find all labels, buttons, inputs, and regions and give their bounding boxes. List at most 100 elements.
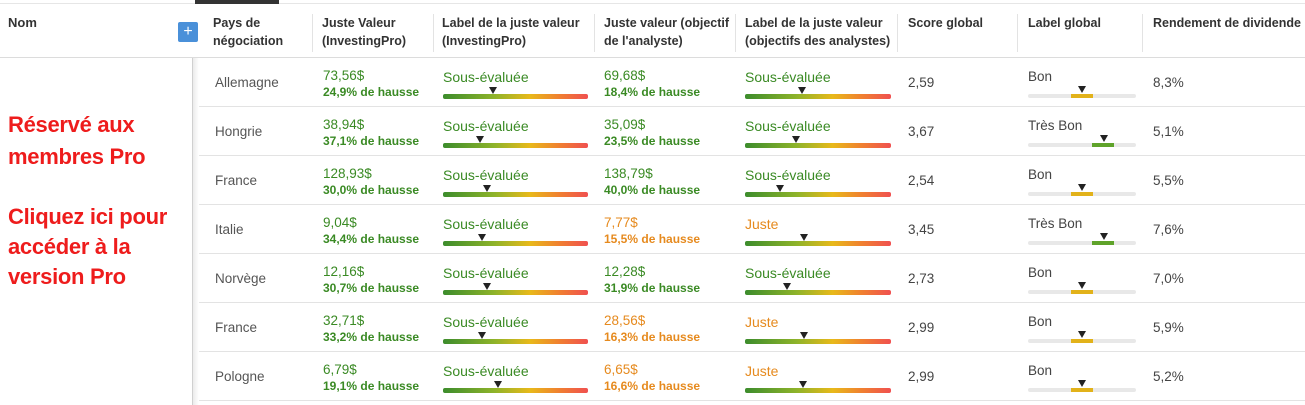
header-divider (897, 14, 898, 52)
country-cell: Norvège (215, 271, 267, 286)
global-label-bar (1028, 184, 1136, 196)
fair-value-upside: 19,1% de hausse (323, 379, 420, 393)
country-cell: Allemagne (215, 75, 279, 90)
fair-value-label: Sous-évaluée (443, 69, 529, 85)
header-divider (1142, 14, 1143, 52)
fair-value-label: Sous-évaluée (443, 118, 529, 134)
header-pays-line1: Pays de (213, 16, 261, 30)
header-divider (735, 14, 736, 52)
country-cell: France (215, 320, 258, 335)
analyst-value: 35,09$ (604, 117, 646, 132)
global-label: Bon (1028, 363, 1053, 378)
table-row[interactable]: France 128,93$ 30,0% de hausse Sous-évaluée… (199, 156, 1305, 205)
header-jv-analyste[interactable]: Juste valeur (objectif de l'analyste) (604, 4, 729, 58)
table-row[interactable]: Pologne 6,79$ 19,1% de hausse Sous-évaluée 6… (199, 352, 1305, 401)
fair-value-upside: 30,7% de hausse (323, 281, 420, 295)
panel-shadow (193, 58, 199, 405)
analyst-value-upside: 31,9% de hausse (604, 281, 701, 295)
header-divider (1017, 14, 1018, 52)
global-score: 2,99 (908, 320, 935, 335)
pro-cta-line1[interactable]: Cliquez ici pour (8, 204, 167, 229)
global-label: Bon (1028, 265, 1053, 280)
global-label-bar (1028, 380, 1136, 392)
header-la-line1: Label de la juste valeur (745, 16, 883, 30)
header-nom[interactable]: Nom (8, 15, 37, 30)
global-score: 2,73 (908, 271, 935, 286)
add-column-button[interactable]: + (178, 22, 198, 42)
gauge-marker-icon (1078, 331, 1086, 338)
analyst-value: 69,68$ (604, 68, 646, 83)
fair-value: 32,71$ (323, 313, 365, 328)
pro-reserved-line2: membres Pro (8, 144, 146, 169)
fair-value: 6,79$ (323, 362, 357, 377)
global-label-bar (1028, 282, 1136, 294)
global-score: 3,67 (908, 124, 935, 139)
header-divider (594, 14, 595, 52)
global-score: 3,45 (908, 222, 935, 237)
gauge-marker-icon (1078, 282, 1086, 289)
header-rendement[interactable]: Rendement de dividende (1153, 4, 1301, 58)
analyst-value-upside: 15,5% de hausse (604, 232, 701, 246)
gauge-marker-icon (1078, 184, 1086, 191)
global-score: 2,99 (908, 369, 935, 384)
header-label-global[interactable]: Label global (1028, 4, 1101, 58)
header-pays[interactable]: Pays de négociation (213, 4, 283, 58)
country-cell: Hongrie (215, 124, 263, 139)
fair-value-label: Sous-évaluée (443, 216, 529, 232)
gauge-marker-icon (783, 283, 791, 290)
gauge-marker-icon (792, 136, 800, 143)
header-ljv-line1: Label de la juste valeur (442, 16, 580, 30)
gauge-marker-icon (483, 185, 491, 192)
analyst-gauge (745, 87, 891, 99)
global-label-bar (1028, 331, 1136, 343)
pro-reserved-line1: Réservé aux (8, 112, 135, 137)
fair-value-label: Sous-évaluée (443, 363, 529, 379)
fair-value-gauge (443, 185, 588, 197)
gauge-marker-icon (776, 185, 784, 192)
global-label: Très Bon (1028, 118, 1083, 133)
table-row[interactable]: Italie 9,04$ 34,4% de hausse Sous-évaluée 7,… (199, 205, 1305, 254)
fair-value-label: Sous-évaluée (443, 314, 529, 330)
table-row[interactable]: France 32,71$ 33,2% de hausse Sous-évaluée 2… (199, 303, 1305, 352)
header-label-analystes[interactable]: Label de la juste valeur (objectifs des … (745, 4, 890, 58)
fair-value-gauge (443, 87, 588, 99)
fair-value-upside: 37,1% de hausse (323, 134, 420, 148)
fair-value: 128,93$ (323, 166, 372, 181)
table-row[interactable]: Norvège 12,16$ 30,7% de hausse Sous-évaluée… (199, 254, 1305, 303)
top-tab-indicator (0, 0, 1305, 4)
global-label-bar (1028, 86, 1136, 98)
active-tab-underline (195, 0, 279, 4)
global-label-bar (1028, 135, 1136, 147)
header-la-line2: (objectifs des analystes) (745, 34, 891, 48)
analyst-value-upside: 16,6% de hausse (604, 379, 701, 393)
analyst-gauge (745, 234, 891, 246)
analyst-gauge (745, 332, 891, 344)
gauge-marker-icon (800, 332, 808, 339)
analyst-value: 28,56$ (604, 313, 646, 328)
analyst-value: 12,28$ (604, 264, 646, 279)
analyst-value-label: Juste (745, 314, 779, 330)
pro-cta-line2[interactable]: accéder à la (8, 234, 131, 259)
pro-cta-line3[interactable]: version Pro (8, 264, 126, 289)
fair-value-label: Sous-évaluée (443, 265, 529, 281)
gauge-marker-icon (1078, 86, 1086, 93)
gauge-marker-icon (476, 136, 484, 143)
table-row[interactable]: Allemagne 73,56$ 24,9% de hausse Sous-évalu… (199, 58, 1305, 107)
gauge-marker-icon (799, 381, 807, 388)
dividend-yield: 5,2% (1153, 369, 1184, 384)
analyst-value-label: Sous-évaluée (745, 69, 831, 85)
header-label-jv[interactable]: Label de la juste valeur (InvestingPro) (442, 4, 580, 58)
header-jva-line1: Juste valeur (objectif (604, 16, 730, 30)
header-lg-line1: Label global (1028, 16, 1101, 30)
header-score-line1: Score global (908, 16, 984, 30)
header-jv-line1: Juste Valeur (322, 16, 396, 30)
header-juste-valeur[interactable]: Juste Valeur (InvestingPro) (322, 4, 406, 58)
fair-value-upside: 34,4% de hausse (323, 232, 420, 246)
header-pays-line2: négociation (213, 34, 284, 48)
pro-locked-panel[interactable]: Réservé aux membres Pro Cliquez ici pour… (0, 58, 193, 405)
analyst-gauge (745, 185, 891, 197)
gauge-marker-icon (483, 283, 491, 290)
header-score-global[interactable]: Score global (908, 4, 983, 58)
table-row[interactable]: Hongrie 38,94$ 37,1% de hausse Sous-évaluée… (199, 107, 1305, 156)
analyst-value-label: Sous-évaluée (745, 265, 831, 281)
